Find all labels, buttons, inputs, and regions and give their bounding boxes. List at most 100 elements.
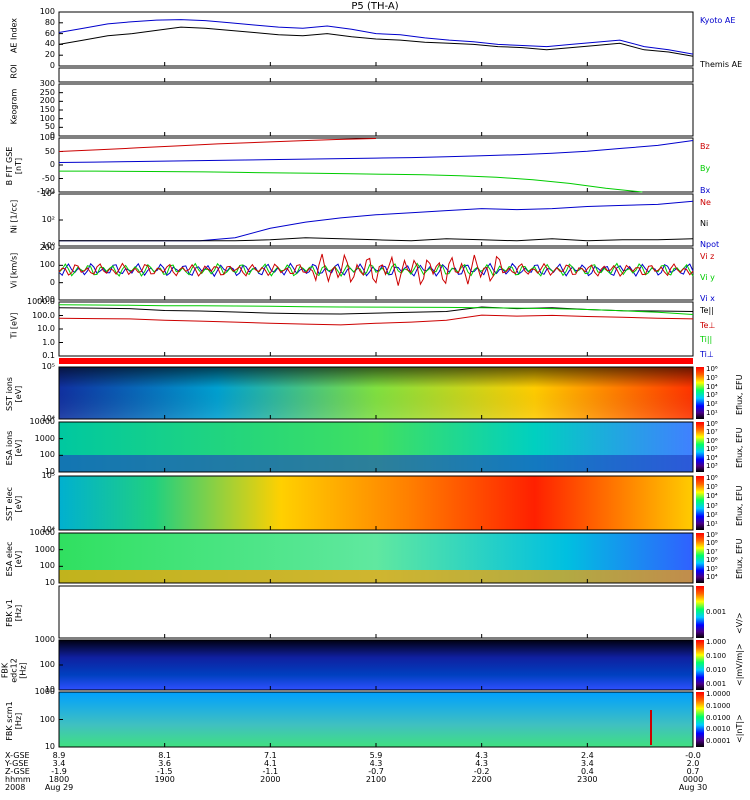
tick-ni: 10² — [41, 215, 55, 224]
colorbar-tick-esa_i: 10⁷ — [706, 428, 718, 437]
colorbar-tick-fbk_e12: 0.010 — [706, 666, 727, 674]
series-ni-5 — [59, 200, 694, 242]
series-ti-8 — [58, 304, 694, 315]
tick-keo: 250 — [39, 87, 55, 97]
colorbar-tick-esa_i: 10⁴ — [706, 453, 718, 462]
tick-fbk_scm: 10 — [44, 742, 55, 751]
footer-t: 0000 — [682, 775, 704, 784]
tick-fbk_e12: 1000 — [34, 635, 55, 644]
colorbar-tick-sst_e: 10² — [706, 510, 718, 519]
footer-col: 8.9 3.4 -1.9 1800 Aug 29 — [39, 752, 79, 792]
colorbar-label-sst_e: Eflux, EFU — [735, 485, 744, 527]
panel-frame-keo — [58, 83, 694, 137]
tick-fbk_scm: 1000 — [34, 687, 55, 696]
colorbar-tick-fbk_scm: 0.1000 — [706, 701, 731, 710]
tick-ti: 100.0 — [32, 310, 55, 320]
tick-ae: 20 — [44, 50, 55, 60]
colorbar-tick-fbk_scm: 0.0010 — [706, 725, 731, 734]
footer-t: 2000 — [260, 775, 281, 784]
series-bfgm-2 — [58, 138, 377, 152]
footer-x: 7.1 — [263, 751, 277, 760]
colorbar-tick-fbk_scm: 1.0000 — [706, 690, 731, 698]
footer-x: 5.9 — [369, 751, 383, 760]
colorbar-tick-fbk_e12: 0.100 — [706, 652, 727, 660]
footer-row-labels: X-GSE Y-GSE Z-GSE hhmm 2008 — [5, 752, 31, 792]
colorbar-tick-sst_i: 10⁴ — [706, 382, 718, 391]
colorbar-tick-sst_e: 10¹ — [706, 520, 718, 528]
footer-y: 4.3 — [475, 759, 489, 768]
tick-ti: 10.0 — [37, 324, 55, 333]
colorbar-fbk-v1 — [696, 586, 704, 638]
series-ni-6 — [59, 237, 694, 242]
tick-vi: -100 — [36, 295, 55, 304]
ylabel-sst_i: SST ions [eV] — [5, 377, 23, 411]
tick-keo: 200 — [39, 96, 55, 106]
series-bfgm-4 — [59, 170, 643, 193]
colorbar-tick-esa_e: 10⁸ — [706, 539, 718, 548]
colorbar-tick-esa_i: 10³ — [706, 462, 718, 470]
footer-ephemeris: X-GSE Y-GSE Z-GSE hhmm 2008 8.9 3.4 -1.9 18… — [0, 752, 750, 800]
legend-ni: Ni — [700, 219, 709, 228]
tick-esa_i: 1000 — [34, 433, 55, 443]
tick-ae: 40 — [44, 39, 55, 49]
tick-keo: 300 — [39, 79, 55, 88]
colorbar-tick-esa_i: 10⁸ — [706, 420, 718, 428]
tick-sst_i: 10⁴ — [41, 414, 55, 423]
legend-bfgm: By — [700, 164, 711, 173]
fbk-edc12-spectrogram — [59, 640, 693, 690]
colorbar-tick-sst_e: 10⁴ — [706, 492, 718, 501]
footer-y: 2.0 — [686, 759, 700, 768]
page-title: P5 (TH-A) — [351, 1, 399, 12]
footer-t: 2300 — [577, 775, 598, 784]
ylabel-fbk_v1: FBK v1 [Hz] — [5, 599, 23, 627]
colorbar-tick-sst_i: 10⁵ — [706, 373, 718, 382]
tick-bfgm: 100 — [39, 133, 55, 142]
tick-ae: 60 — [44, 28, 55, 38]
footer-col: 4.3 4.3 -0.2 2200 — [462, 752, 502, 784]
colorbar-tick-fbk_scm: 0.0001 — [706, 737, 731, 745]
colorbar-tick-fbk_v1: 0.001 — [706, 608, 727, 616]
tick-bfgm: 0 — [49, 160, 55, 169]
footer-t: 1900 — [154, 775, 175, 784]
legend-ni: Npot — [700, 240, 720, 249]
roi-bar — [59, 358, 693, 364]
colorbar-tick-esa_e: 10⁹ — [706, 531, 718, 539]
footer-x: 8.1 — [158, 751, 172, 760]
series-ae-0 — [58, 19, 694, 55]
label-year: 2008 — [5, 783, 26, 792]
series-ti-9 — [58, 314, 694, 326]
colorbar-tick-sst_i: 10⁶ — [706, 365, 718, 373]
tick-keo: 0 — [49, 131, 55, 140]
footer-z: 0.7 — [686, 767, 700, 776]
colorbar-tick-sst_e: 10⁶ — [706, 474, 718, 482]
footer-col: 8.1 3.6 -1.5 1900 — [145, 752, 185, 784]
colorbar-tick-esa_i: 10⁵ — [706, 445, 718, 454]
tick-vi: 0 — [49, 277, 55, 287]
sst-elec-spectrogram — [59, 476, 693, 530]
footer-d: Aug 29 — [44, 783, 74, 792]
colorbar-label-esa_e: Eflux, EFU — [735, 538, 744, 580]
colorbar-tick-esa_e: 10⁴ — [706, 573, 718, 581]
tick-ni: 10⁴ — [41, 189, 55, 198]
tick-ti: 1000.0 — [27, 297, 55, 306]
colorbar-label-fbk_v1: <V/> — [735, 612, 744, 634]
panel-frame-ni — [58, 193, 694, 247]
legend-vi: Vi y — [700, 273, 715, 282]
colorbar-tick-sst_i: 10¹ — [706, 409, 718, 417]
footer-z: 0.4 — [580, 767, 594, 776]
footer-x: -0.0 — [685, 751, 701, 760]
tick-bfgm: -50 — [41, 173, 55, 183]
chart-area — [58, 11, 704, 748]
colorbar-tick-esa_e: 10⁶ — [706, 556, 718, 565]
tick-keo: 50 — [44, 122, 55, 132]
footer-z: -0.7 — [368, 767, 384, 776]
colorbar-label-fbk_scm: <|nT|> — [735, 714, 744, 743]
tick-ae: 80 — [44, 17, 55, 27]
footer-z: -1.1 — [262, 767, 279, 776]
label-hhmm: hhmm — [5, 775, 31, 784]
panel-frame-fbk_v1 — [58, 585, 694, 639]
tick-vi: 200 — [39, 243, 55, 252]
colorbar-label-esa_i: Eflux, EFU — [735, 427, 744, 469]
tick-sst_e: 10⁴ — [41, 525, 55, 534]
legend-bfgm: Bx — [700, 186, 711, 195]
